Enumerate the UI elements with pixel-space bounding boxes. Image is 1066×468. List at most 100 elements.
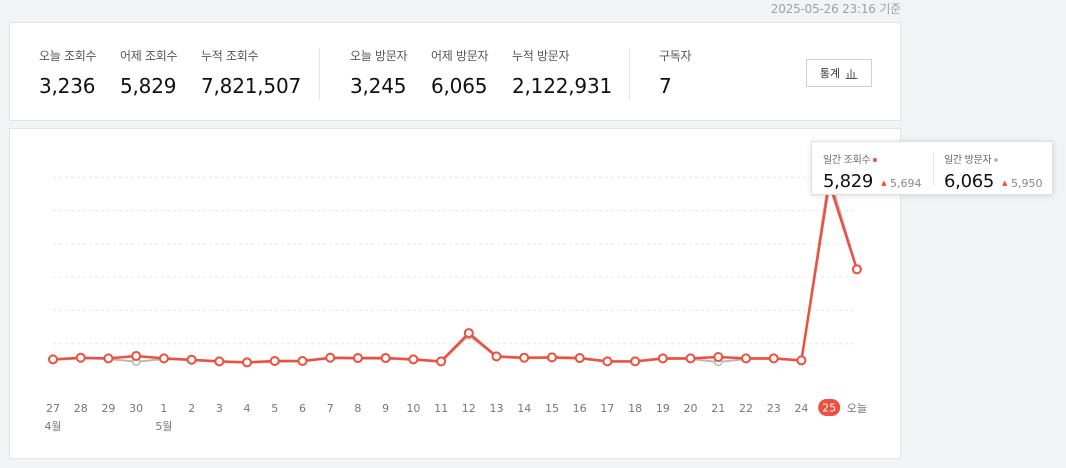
- triangle-up-icon: ▲: [881, 179, 887, 187]
- x-tick-label: 6: [299, 402, 306, 415]
- stat-value: 3,245: [350, 74, 407, 98]
- tooltip-visitors-value: 6,065: [944, 171, 995, 192]
- statistics-button-label: 통계: [819, 67, 841, 80]
- data-point-views: [380, 353, 391, 364]
- stat-label: 어제 조회수: [120, 49, 178, 63]
- data-point-views: [768, 353, 779, 364]
- stat-value: 2,122,931: [512, 74, 612, 98]
- x-tick-label: 18: [628, 402, 642, 415]
- statistics-button[interactable]: 통계: [806, 59, 872, 87]
- data-point-views: [325, 352, 336, 363]
- data-point-views: [48, 354, 58, 365]
- chart-tooltip: 일간 조회수 5,829 ▲ 5,694 일간 방문자 6,065 ▲ 5,95…: [811, 141, 1053, 195]
- data-point-views: [131, 351, 142, 362]
- stats-summary-card: 오늘 조회수 3,236 어제 조회수 5,829 누적 조회수 7,821,5…: [9, 22, 901, 121]
- data-point-views: [463, 328, 474, 339]
- stat-today-visitors: 오늘 방문자 3,245: [350, 47, 408, 98]
- x-tick-label: 17: [600, 402, 614, 415]
- x-tick-label: 28: [74, 402, 88, 415]
- x-tick-label: 27: [46, 402, 60, 415]
- stat-label: 누적 방문자: [512, 49, 570, 63]
- data-point-views: [436, 356, 447, 367]
- stat-total-visitors: 누적 방문자 2,122,931: [512, 47, 612, 98]
- data-point-views: [214, 356, 225, 367]
- divider: [319, 48, 320, 100]
- x-tick-label: 20: [684, 402, 698, 415]
- stat-value: 7,821,507: [201, 74, 301, 98]
- stat-label: 누적 조회수: [201, 49, 259, 63]
- x-tick-label: 14: [517, 402, 531, 415]
- daily-stats-chart: 27 28 29 30 1 2 3 4 5 6 7 8 9 10 11 12 13 14 15 16 17 18 19 20 2…: [44, 170, 867, 433]
- data-point-views: [297, 356, 308, 367]
- series-line-views: [52, 182, 859, 364]
- stat-label: 오늘 조회수: [39, 49, 97, 63]
- tooltip-views-label: 일간 조회수: [823, 155, 871, 166]
- x-tick-label: 30: [129, 402, 143, 415]
- tooltip-visitors-label: 일간 방문자: [944, 155, 992, 166]
- data-point-views: [269, 356, 280, 367]
- x-tick-label: 22: [739, 402, 753, 415]
- views-dot-icon: [873, 158, 878, 162]
- visitors-dot-icon: [994, 158, 999, 162]
- data-point-views: [519, 352, 530, 363]
- x-tick-label: 19: [656, 402, 670, 415]
- data-point-views: [657, 353, 668, 364]
- data-point-views: [796, 355, 807, 366]
- tooltip-views: 일간 조회수 5,829 ▲ 5,694: [823, 151, 922, 192]
- x-tick-label: 24: [794, 402, 808, 415]
- bar-chart-icon: [845, 68, 858, 79]
- tooltip-views-value: 5,829: [823, 171, 874, 192]
- stat-value: 6,065: [431, 74, 488, 98]
- divider: [629, 48, 630, 100]
- month-label: 4월: [44, 420, 61, 433]
- tooltip-visitors: 일간 방문자 6,065 ▲ 5,950: [944, 151, 1043, 192]
- data-point-views: [491, 351, 502, 362]
- stat-label: 오늘 방문자: [350, 49, 408, 63]
- stat-value: 5,829: [120, 74, 177, 98]
- x-tick-label: 21: [711, 402, 725, 415]
- data-point-views: [741, 353, 751, 364]
- triangle-up-icon: ▲: [1002, 179, 1008, 187]
- x-tick-label: 2: [188, 402, 195, 415]
- x-tick-label: 23: [767, 402, 781, 415]
- stat-today-views: 오늘 조회수 3,236: [39, 47, 97, 98]
- x-tick-label: 29: [101, 402, 115, 415]
- tooltip-views-prev: 5,694: [890, 177, 922, 190]
- x-tick-label: 1: [160, 402, 167, 415]
- x-tick-label: 11: [434, 402, 448, 415]
- data-point-views: [546, 352, 557, 363]
- data-point-views: [713, 352, 724, 363]
- month-label: 5월: [155, 420, 172, 433]
- x-tick-label: 10: [406, 402, 420, 415]
- tooltip-visitors-prev: 5,950: [1011, 177, 1043, 190]
- x-tick-label: 5: [271, 402, 278, 415]
- x-tick-label: 9: [382, 402, 389, 415]
- stat-label: 구독자: [659, 49, 692, 63]
- x-tick-label: 3: [216, 402, 223, 415]
- x-tick-label: 오늘: [847, 402, 867, 415]
- stat-subscribers: 구독자 7: [659, 47, 692, 98]
- stat-label: 어제 방문자: [431, 49, 489, 63]
- data-point-views: [602, 356, 613, 367]
- data-point-views: [103, 353, 114, 364]
- x-tick-label: 7: [327, 402, 334, 415]
- data-point-views: [158, 353, 169, 364]
- x-tick-label: 25: [822, 402, 836, 415]
- x-tick-label: 15: [545, 402, 559, 415]
- chart-card: 27 28 29 30 1 2 3 4 5 6 7 8 9 10 11 12 13 14 15 16 17 18 19 20 2…: [9, 128, 901, 459]
- tooltip-divider: [933, 152, 934, 186]
- stat-yesterday-views: 어제 조회수 5,829: [120, 47, 178, 98]
- data-point-views: [408, 354, 419, 365]
- data-point-views: [630, 356, 641, 367]
- data-point-views: [352, 353, 363, 364]
- data-point-views: [574, 353, 585, 364]
- stat-yesterday-visitors: 어제 방문자 6,065: [431, 47, 489, 98]
- x-tick-label: 12: [462, 402, 476, 415]
- x-tick-label: 4: [244, 402, 251, 415]
- stat-total-views: 누적 조회수 7,821,507: [201, 47, 301, 98]
- stat-value: 7: [659, 74, 672, 98]
- stat-value: 3,236: [39, 74, 96, 98]
- x-tick-label: 13: [490, 402, 504, 415]
- timestamp: 2025-05-26 23:16 기준: [770, 2, 901, 16]
- highlight-date-badge: [818, 399, 841, 416]
